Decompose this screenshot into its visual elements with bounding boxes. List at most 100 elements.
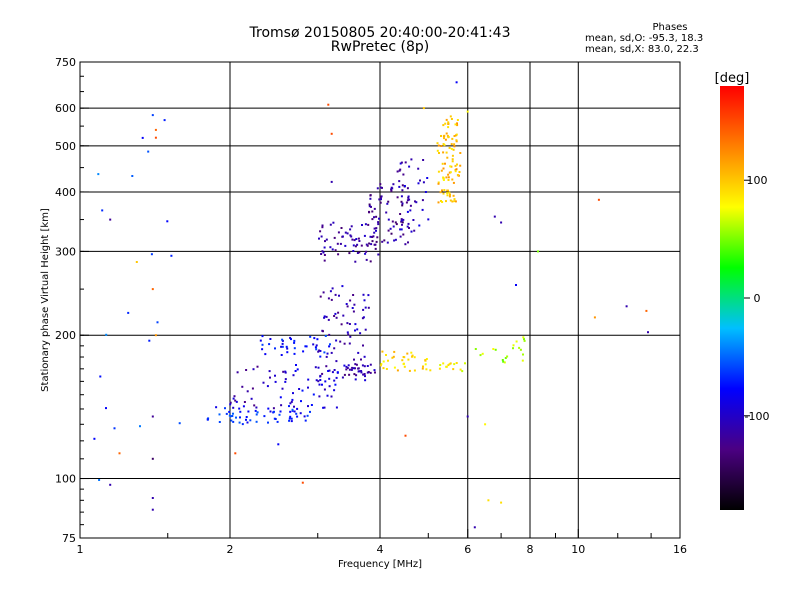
data-point <box>385 211 388 214</box>
data-point <box>310 404 313 406</box>
data-point <box>279 396 282 399</box>
data-point <box>369 260 372 263</box>
data-point <box>401 204 404 207</box>
data-point <box>290 420 293 423</box>
data-point <box>443 137 445 140</box>
data-point <box>404 434 407 437</box>
data-point <box>233 395 236 398</box>
data-point <box>322 251 325 254</box>
data-point <box>392 355 395 358</box>
data-point <box>645 309 648 312</box>
data-point <box>354 323 357 326</box>
data-point <box>348 342 351 345</box>
data-point <box>625 305 628 308</box>
data-point <box>281 345 284 348</box>
data-point <box>448 146 451 149</box>
data-point <box>453 200 456 203</box>
data-point <box>375 227 378 230</box>
data-point <box>325 365 328 368</box>
data-point <box>459 152 462 154</box>
data-point <box>324 335 327 337</box>
data-point <box>390 232 393 235</box>
data-point <box>398 180 401 183</box>
data-point <box>442 362 445 365</box>
data-point <box>396 196 399 199</box>
data-point <box>291 398 294 401</box>
data-point <box>321 372 324 375</box>
data-point <box>393 366 396 369</box>
data-point <box>261 348 264 351</box>
data-point <box>403 185 406 187</box>
colorbar-ticks: 100 0 -100 <box>744 174 769 423</box>
data-point <box>334 293 337 296</box>
data-point <box>363 299 366 302</box>
data-point <box>230 419 233 422</box>
data-point <box>515 284 517 286</box>
data-point <box>340 323 343 326</box>
data-point <box>473 526 476 529</box>
data-point <box>93 437 96 440</box>
data-point <box>320 253 323 255</box>
data-point <box>274 418 277 420</box>
data-point <box>304 419 307 422</box>
data-point <box>255 420 258 423</box>
data-point <box>277 443 280 446</box>
data-point <box>504 357 507 359</box>
data-point <box>289 336 292 339</box>
y-tick-label: 300 <box>55 245 76 258</box>
data-point <box>178 422 181 425</box>
data-point <box>440 145 443 147</box>
data-point <box>453 145 456 148</box>
data-point <box>400 219 403 222</box>
data-point <box>150 253 153 256</box>
data-point <box>390 188 393 191</box>
data-point <box>281 339 284 342</box>
data-point <box>325 238 328 241</box>
data-point <box>290 338 292 341</box>
data-point <box>408 227 410 229</box>
data-point <box>352 244 355 247</box>
data-point <box>386 202 389 205</box>
data-point <box>238 421 241 424</box>
data-point <box>354 367 356 370</box>
data-point <box>447 179 450 181</box>
data-point <box>441 189 443 192</box>
data-point <box>336 242 339 245</box>
data-point <box>413 369 416 372</box>
data-point <box>232 420 235 423</box>
data-point <box>328 377 331 380</box>
data-point <box>400 161 403 164</box>
data-point <box>255 406 258 409</box>
data-point <box>494 348 497 351</box>
data-point <box>453 143 456 146</box>
data-point <box>322 291 325 294</box>
data-point <box>127 311 130 314</box>
data-point <box>455 168 458 171</box>
data-point <box>349 234 352 237</box>
data-point <box>307 386 309 389</box>
data-point <box>447 189 449 192</box>
data-point <box>370 205 372 208</box>
data-point <box>290 400 293 403</box>
data-point <box>402 233 405 236</box>
x-axis-ticks: 1 2 4 6 8 10 16 <box>77 529 687 556</box>
phase-stats-o-mode: mean, sd,O: -95.3, 18.3 <box>585 33 704 44</box>
colorbar <box>720 86 744 510</box>
data-point <box>329 223 332 226</box>
data-point <box>410 158 413 161</box>
x-tick-label: 10 <box>571 543 585 556</box>
data-point <box>333 389 336 392</box>
data-point <box>280 345 283 348</box>
data-point <box>327 103 330 106</box>
data-point <box>451 200 454 203</box>
chart-subtitle: RwPretec (8p) <box>330 39 430 55</box>
data-point <box>368 242 371 245</box>
data-point <box>280 404 283 407</box>
data-point <box>330 351 333 354</box>
data-point <box>377 221 380 224</box>
data-point <box>447 126 450 129</box>
data-point <box>298 388 301 390</box>
data-point <box>352 310 355 313</box>
data-point <box>285 345 288 348</box>
data-point <box>206 418 209 421</box>
